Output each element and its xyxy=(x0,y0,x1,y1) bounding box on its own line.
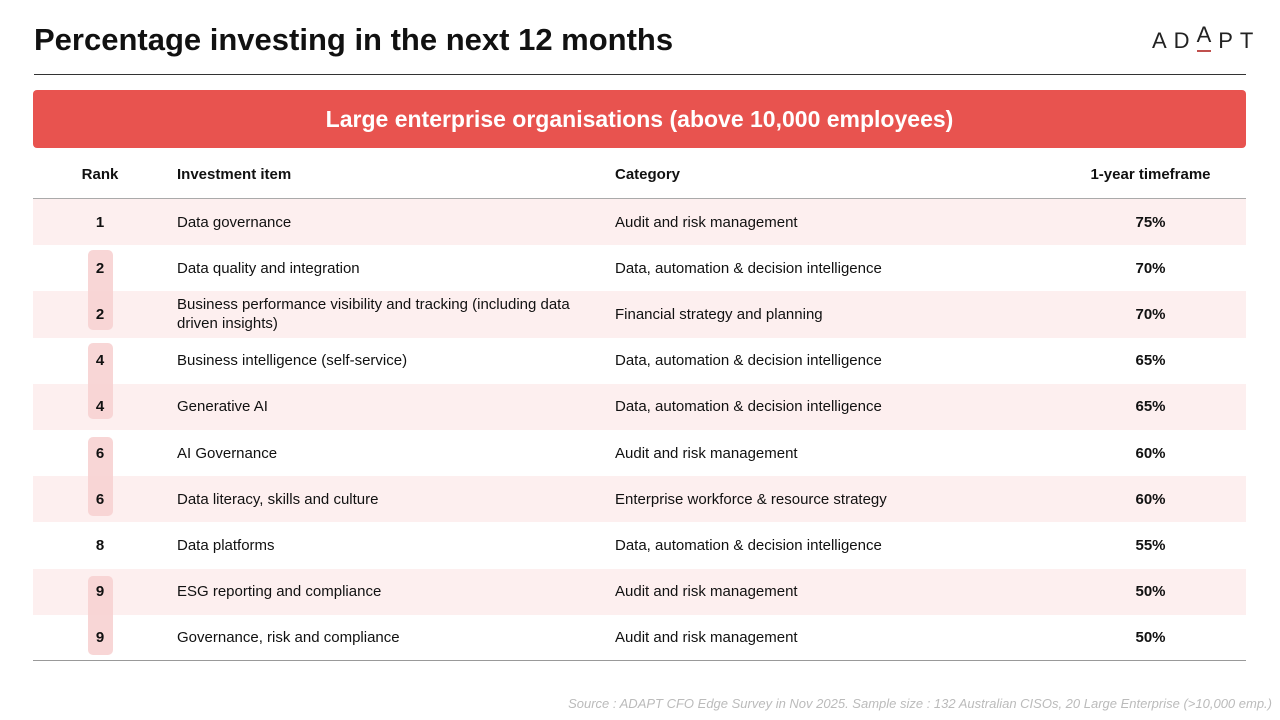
rank-cell: 9 xyxy=(95,583,105,601)
rank-cell: 9 xyxy=(95,628,105,646)
category-cell: Audit and risk management xyxy=(615,444,798,462)
category-cell: Audit and risk management xyxy=(615,628,798,646)
table-row: 6 AI Governance Audit and risk management 6… xyxy=(33,430,1246,476)
category-cell: Data, automation & decision intelligence xyxy=(615,536,882,554)
logo-text: PT xyxy=(1218,28,1261,53)
item-cell: Data quality and integration xyxy=(177,259,360,277)
category-cell: Data, automation & decision intelligence xyxy=(615,352,882,370)
category-cell: Audit and risk management xyxy=(615,583,798,601)
table-row: 1 Data governance Audit and risk managemen… xyxy=(33,199,1246,246)
item-cell: Data platforms xyxy=(177,536,275,554)
rank-cell: 6 xyxy=(95,490,105,508)
category-cell: Financial strategy and planning xyxy=(615,305,823,323)
tie-highlight xyxy=(88,250,113,330)
table-row: 2 Business performance visibility and tra… xyxy=(33,291,1246,338)
timeframe-cell: 70% xyxy=(1135,305,1166,323)
title-divider xyxy=(34,74,1246,75)
timeframe-cell: 65% xyxy=(1135,352,1166,370)
timeframe-cell: 60% xyxy=(1135,444,1166,462)
timeframe-cell: 75% xyxy=(1135,213,1166,231)
item-cell: Governance, risk and compliance xyxy=(177,628,400,646)
category-cell: Data, automation & decision intelligence xyxy=(615,398,882,416)
table-row: 8 Data platforms Data, automation & decisi… xyxy=(33,522,1246,568)
item-cell: Data literacy, skills and culture xyxy=(177,490,379,508)
section-banner: Large enterprise organisations (above 10… xyxy=(33,90,1246,148)
item-cell: AI Governance xyxy=(177,444,278,462)
tie-highlight xyxy=(88,437,113,516)
timeframe-cell: 55% xyxy=(1135,536,1166,554)
rank-cell: 1 xyxy=(95,213,105,231)
item-cell: ESG reporting and compliance xyxy=(177,583,382,601)
logo-text: A xyxy=(1196,22,1219,52)
rank-cell: 2 xyxy=(95,305,105,323)
item-cell: Generative AI xyxy=(177,398,268,416)
category-cell: Data, automation & decision intelligence xyxy=(615,259,882,277)
rank-cell: 6 xyxy=(95,444,105,462)
item-cell: Business performance visibility and trac… xyxy=(177,296,570,333)
timeframe-cell: 50% xyxy=(1135,628,1166,646)
table-row: 2 Data quality and integration Data, autom… xyxy=(33,245,1246,291)
header-timeframe: 1-year timeframe xyxy=(1090,165,1211,183)
rank-cell: 2 xyxy=(95,259,105,277)
logo-text: AD xyxy=(1152,28,1197,53)
category-cell: Audit and risk management xyxy=(615,213,798,231)
header-item: Investment item xyxy=(177,165,292,183)
table-header: Rank Investment item Category 1-year tim… xyxy=(33,150,1246,199)
header-rank: Rank xyxy=(81,165,119,183)
tie-highlight xyxy=(88,576,113,655)
adapt-logo: ADAPT xyxy=(1152,22,1261,54)
investment-table: Rank Investment item Category 1-year tim… xyxy=(33,150,1246,661)
timeframe-cell: 65% xyxy=(1135,398,1166,416)
page-title: Percentage investing in the next 12 mont… xyxy=(34,22,674,57)
table-row: 4 Generative AI Data, automation & decisio… xyxy=(33,383,1246,430)
timeframe-cell: 60% xyxy=(1135,490,1166,508)
rank-cell: 8 xyxy=(95,536,105,554)
category-cell: Enterprise workforce & resource strategy xyxy=(615,490,887,508)
item-cell: Data governance xyxy=(177,213,292,231)
rank-cell: 4 xyxy=(95,352,105,370)
tie-highlight xyxy=(88,343,113,419)
table-row: 9 Governance, risk and compliance Audit an… xyxy=(33,615,1246,661)
table-row: 9 ESG reporting and compliance Audit and r… xyxy=(33,568,1246,615)
timeframe-cell: 50% xyxy=(1135,583,1166,601)
item-cell: Business intelligence (self-service) xyxy=(177,352,408,370)
header-category: Category xyxy=(615,165,681,183)
table-row: 4 Business intelligence (self-service) Dat… xyxy=(33,338,1246,384)
source-note: Source : ADAPT CFO Edge Survey in Nov 20… xyxy=(568,696,1272,711)
timeframe-cell: 70% xyxy=(1135,259,1166,277)
rank-cell: 4 xyxy=(95,398,105,416)
table-row: 6 Data literacy, skills and culture Enterp… xyxy=(33,476,1246,523)
